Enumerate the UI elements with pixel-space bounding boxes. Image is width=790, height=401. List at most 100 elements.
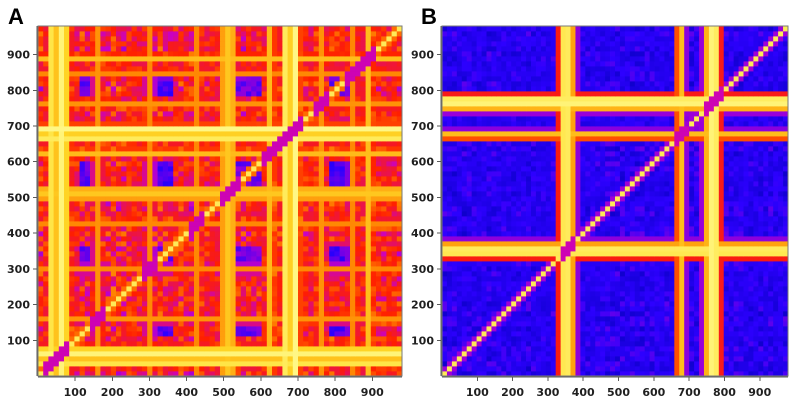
heatmap-cell [209,356,216,362]
heatmap-cell [79,356,86,362]
heatmap-cell [225,311,231,317]
heatmap-cell [266,296,273,302]
heatmap-cell [84,91,91,97]
heatmap-cell [344,326,351,332]
heatmap-cell [318,346,325,352]
heatmap-cell [324,26,330,32]
heatmap-cell [240,246,247,252]
heatmap-cell [639,371,646,377]
heatmap-cell [105,41,112,47]
heatmap-cell [69,221,75,227]
heatmap-cell [162,206,169,212]
heatmap-cell [344,161,351,167]
heatmap-cell [121,66,127,72]
heatmap-cell [147,126,153,132]
heatmap-cell [396,221,403,227]
heatmap-cell [136,216,143,222]
heatmap-cell [100,96,106,102]
heatmap-cell [246,101,252,107]
heatmap-cell [220,301,226,307]
heatmap-cell [313,296,320,302]
heatmap-cell [38,91,44,97]
heatmap-cell [199,316,205,322]
heatmap-cell [303,171,309,177]
heatmap-cell [256,61,262,67]
heatmap-cell [188,246,195,252]
heatmap-cell [53,346,60,352]
heatmap-cell [308,341,314,347]
heatmap-cell [370,201,377,207]
heatmap-cell [38,301,44,307]
heatmap-cell [214,146,221,152]
heatmap-cell [287,76,294,82]
heatmap-cell [344,236,351,242]
heatmap-cell [370,161,377,167]
heatmap-cell [142,356,148,362]
heatmap-cell [136,101,143,107]
heatmap-cell [173,66,179,72]
heatmap-cell [152,101,158,107]
heatmap-cell [344,231,351,237]
heatmap-cell [246,261,252,267]
heatmap-cell [188,76,195,82]
heatmap-cell [334,371,340,377]
heatmap-cell [178,71,184,77]
heatmap-cell [350,326,356,332]
heatmap-cell [157,291,164,297]
heatmap-cell [235,266,242,272]
heatmap-cell [90,286,96,292]
heatmap-cell [360,171,366,177]
heatmap-cell [230,141,236,147]
heatmap-cell [38,121,44,127]
heatmap-cell [365,171,372,177]
heatmap-cell [303,41,309,47]
heatmap-cell [100,281,106,287]
heatmap-cell [162,111,169,117]
heatmap-cell [386,41,392,47]
heatmap-cell [69,96,75,102]
heatmap-cell [329,131,335,137]
heatmap-cell [157,41,164,47]
heatmap-cell [318,291,325,297]
heatmap-cell [116,221,122,227]
heatmap-cell [95,116,101,122]
heatmap-cell [90,341,96,347]
heatmap-cell [95,361,101,367]
heatmap-cell [183,146,190,152]
heatmap-cell [324,166,330,172]
heatmap-cell [324,206,330,212]
heatmap-cell [173,311,179,317]
heatmap-cell [84,371,91,377]
heatmap-cell [74,216,80,222]
heatmap-cell [214,111,221,117]
heatmap-cell [355,206,361,212]
heatmap-cell [230,281,236,287]
heatmap-cell [282,196,288,202]
heatmap-cell [64,131,70,137]
heatmap-cell [95,321,101,327]
heatmap-cell [277,191,283,197]
heatmap-cell [105,336,112,342]
heatmap-cell [339,321,346,327]
heatmap-cell [324,276,330,282]
heatmap-cell [360,336,366,342]
heatmap-cell [95,96,101,102]
heatmap-cell [376,306,382,312]
heatmap-cell [194,71,200,77]
heatmap-cell [116,291,122,297]
heatmap-cell [256,321,262,327]
heatmap-cell [157,181,164,187]
heatmap-cell [142,321,148,327]
heatmap-cell [204,71,210,77]
heatmap-cell [38,266,44,272]
heatmap-cell [272,221,278,227]
heatmap-cell [282,346,288,352]
heatmap-cell [230,51,236,57]
heatmap-cell [396,316,403,322]
heatmap-cell [204,301,210,307]
heatmap-cell [38,286,44,292]
heatmap-cell [386,361,392,367]
heatmap-cell [225,306,231,312]
heatmap-cell [105,51,112,57]
heatmap-cell [95,266,101,272]
